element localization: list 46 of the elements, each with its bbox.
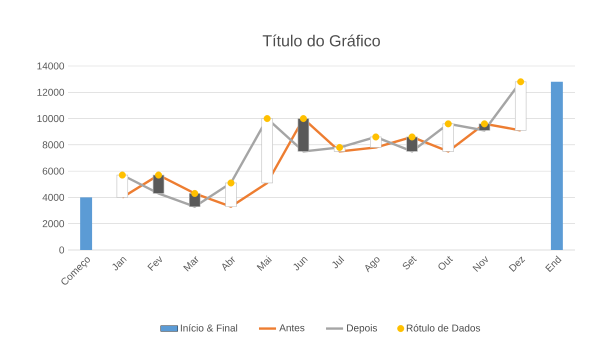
- x-tick-label: Jan: [112, 257, 127, 270]
- legend-label: Rótulo de Dados: [406, 324, 480, 332]
- x-tick-label: Dez: [508, 256, 526, 272]
- y-tick-label: 8000: [42, 141, 64, 148]
- bar: [514, 81, 526, 131]
- y-tick-label: 0: [59, 246, 64, 254]
- bar: [116, 174, 128, 198]
- y-tick-label: 4000: [42, 194, 64, 201]
- bar: [80, 197, 92, 250]
- point: [191, 190, 198, 197]
- bar: [298, 118, 310, 152]
- y-tick-label: 2000: [42, 220, 64, 228]
- y-tick-label: 10000: [37, 115, 64, 122]
- point: [118, 172, 126, 179]
- x-tick-label: Jul: [332, 255, 344, 268]
- x-tick-label: Mai: [256, 255, 272, 271]
- bar: [550, 82, 563, 250]
- point: [480, 120, 488, 128]
- point: [444, 120, 452, 128]
- x-tick-label: Out: [438, 256, 454, 270]
- point: [517, 78, 524, 86]
- point: [336, 144, 344, 151]
- x-tick-label: Fev: [147, 256, 162, 272]
- bar: [261, 118, 273, 184]
- point: [300, 115, 307, 122]
- point: [227, 179, 234, 186]
- point: [408, 133, 416, 140]
- legend-label: Início & Final: [180, 324, 238, 332]
- x-tick-label: Mar: [183, 256, 198, 272]
- x-tick-label: Nov: [472, 256, 488, 272]
- x-tick-label: Ago: [365, 257, 380, 272]
- point: [372, 133, 380, 140]
- x-tick-label: Jun: [293, 257, 308, 270]
- bar: [225, 182, 237, 207]
- x-tick-label: Abr: [222, 256, 235, 272]
- legend-label: Antes: [279, 324, 304, 332]
- x-tick-label: End: [545, 255, 562, 272]
- y-tick-label: 12000: [37, 88, 64, 96]
- chart-title: Título do Gráfico: [262, 34, 380, 46]
- y-tick-label: 14000: [37, 62, 64, 70]
- legend-label: Depois: [347, 324, 378, 334]
- point: [264, 115, 271, 122]
- x-tick-label: Set: [402, 256, 417, 270]
- bar: [442, 124, 454, 152]
- point: [155, 172, 162, 179]
- y-tick-label: 6000: [42, 168, 64, 175]
